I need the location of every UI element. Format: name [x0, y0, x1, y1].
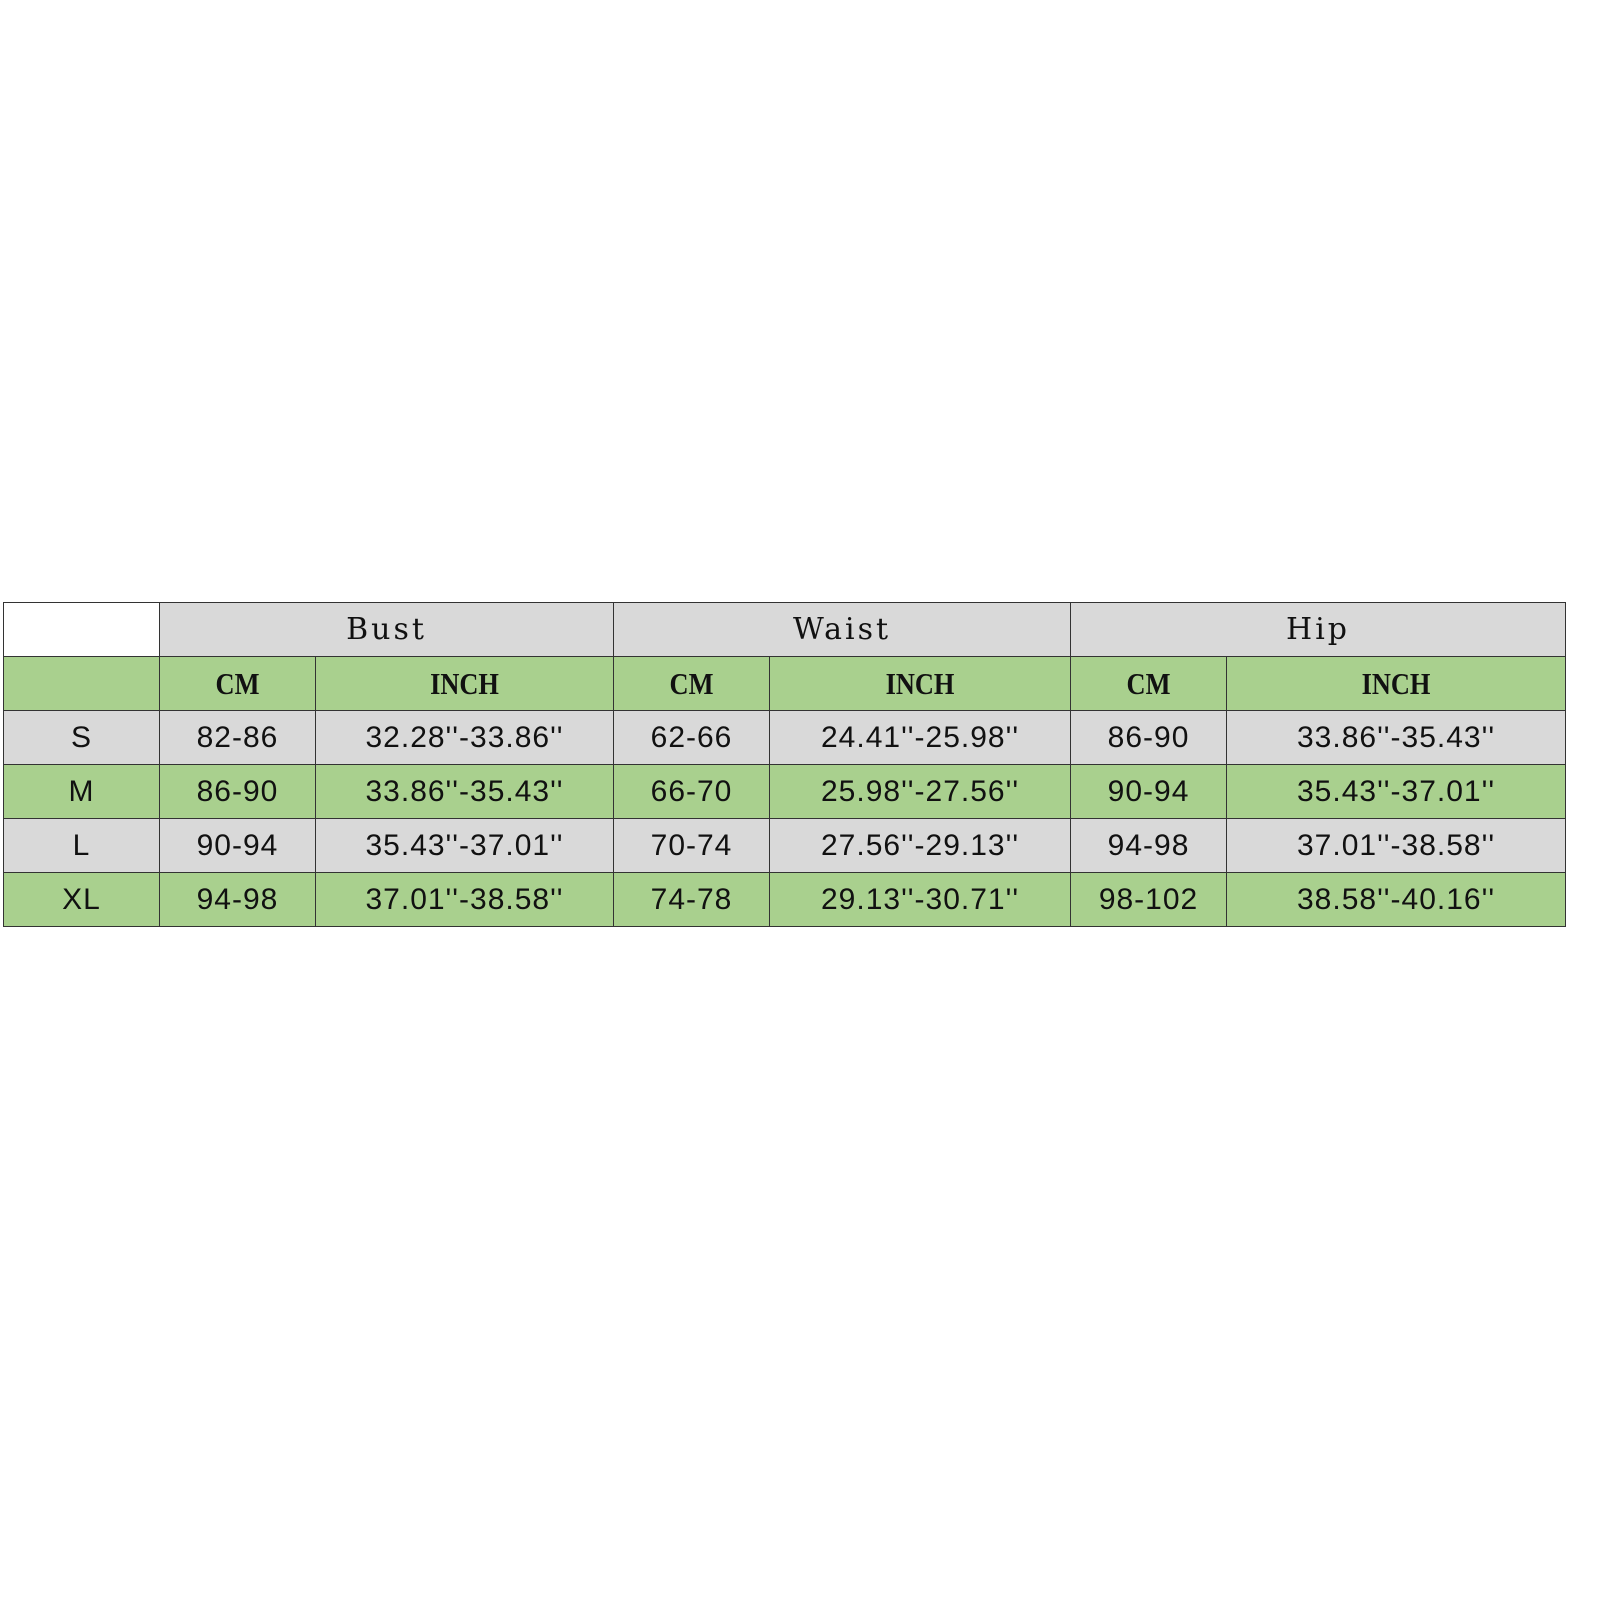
- bust-inch-cell: 35.43''-37.01'': [314, 818, 615, 873]
- size-cell: M: [3, 764, 160, 819]
- bust-cm-cell: 86-90: [159, 764, 316, 819]
- table-row: XL 94-98 37.01''-38.58'' 74-78 29.13''-3…: [3, 872, 1567, 927]
- hip-cm-cell: 86-90: [1070, 710, 1228, 765]
- size-cell: XL: [3, 872, 160, 927]
- group-header-waist: Waist: [613, 602, 1072, 657]
- unit-label: INCH: [430, 665, 499, 701]
- hip-cm-cell: 98-102: [1070, 872, 1228, 927]
- unit-header-cm: CM: [613, 656, 771, 711]
- hip-inch-cell: 33.86''-35.43'': [1226, 710, 1567, 765]
- size-cell: S: [3, 710, 160, 765]
- size-cell: L: [3, 818, 160, 873]
- unit-header-inch: INCH: [769, 656, 1072, 711]
- unit-label: CM: [669, 665, 714, 701]
- hip-inch-cell: 35.43''-37.01'': [1226, 764, 1567, 819]
- unit-header-cm: CM: [159, 656, 316, 711]
- unit-header-blank: [3, 656, 160, 711]
- unit-header-row: CM INCH CM INCH CM INCH: [3, 656, 1567, 711]
- waist-inch-cell: 27.56''-29.13'': [769, 818, 1072, 873]
- waist-cm-cell: 66-70: [613, 764, 771, 819]
- table-row: M 86-90 33.86''-35.43'' 66-70 25.98''-27…: [3, 764, 1567, 819]
- hip-inch-cell: 38.58''-40.16'': [1226, 872, 1567, 927]
- waist-cm-cell: 62-66: [613, 710, 771, 765]
- bust-cm-cell: 82-86: [159, 710, 316, 765]
- unit-header-cm: CM: [1070, 656, 1228, 711]
- hip-inch-cell: 37.01''-38.58'': [1226, 818, 1567, 873]
- bust-cm-cell: 90-94: [159, 818, 316, 873]
- unit-label: CM: [1126, 665, 1171, 701]
- waist-inch-cell: 29.13''-30.71'': [769, 872, 1072, 927]
- hip-cm-cell: 94-98: [1070, 818, 1228, 873]
- corner-cell: [3, 602, 160, 657]
- unit-label: INCH: [1361, 665, 1431, 701]
- unit-header-inch: INCH: [1226, 656, 1567, 711]
- size-chart-table: Bust Waist Hip CM INCH CM INCH CM INCH S…: [3, 602, 1567, 927]
- bust-inch-cell: 32.28''-33.86'': [314, 710, 615, 765]
- table-row: S 82-86 32.28''-33.86'' 62-66 24.41''-25…: [3, 710, 1567, 765]
- table-row: L 90-94 35.43''-37.01'' 70-74 27.56''-29…: [3, 818, 1567, 873]
- unit-label: INCH: [885, 665, 955, 701]
- waist-inch-cell: 25.98''-27.56'': [769, 764, 1072, 819]
- waist-cm-cell: 74-78: [613, 872, 771, 927]
- bust-cm-cell: 94-98: [159, 872, 316, 927]
- bust-inch-cell: 37.01''-38.58'': [314, 872, 615, 927]
- unit-header-inch: INCH: [314, 656, 615, 711]
- group-header-row: Bust Waist Hip: [3, 602, 1567, 657]
- group-header-hip: Hip: [1070, 602, 1567, 657]
- group-header-bust: Bust: [158, 602, 615, 657]
- hip-cm-cell: 90-94: [1070, 764, 1228, 819]
- waist-cm-cell: 70-74: [613, 818, 771, 873]
- waist-inch-cell: 24.41''-25.98'': [769, 710, 1072, 765]
- bust-inch-cell: 33.86''-35.43'': [314, 764, 615, 819]
- unit-label: CM: [215, 665, 260, 701]
